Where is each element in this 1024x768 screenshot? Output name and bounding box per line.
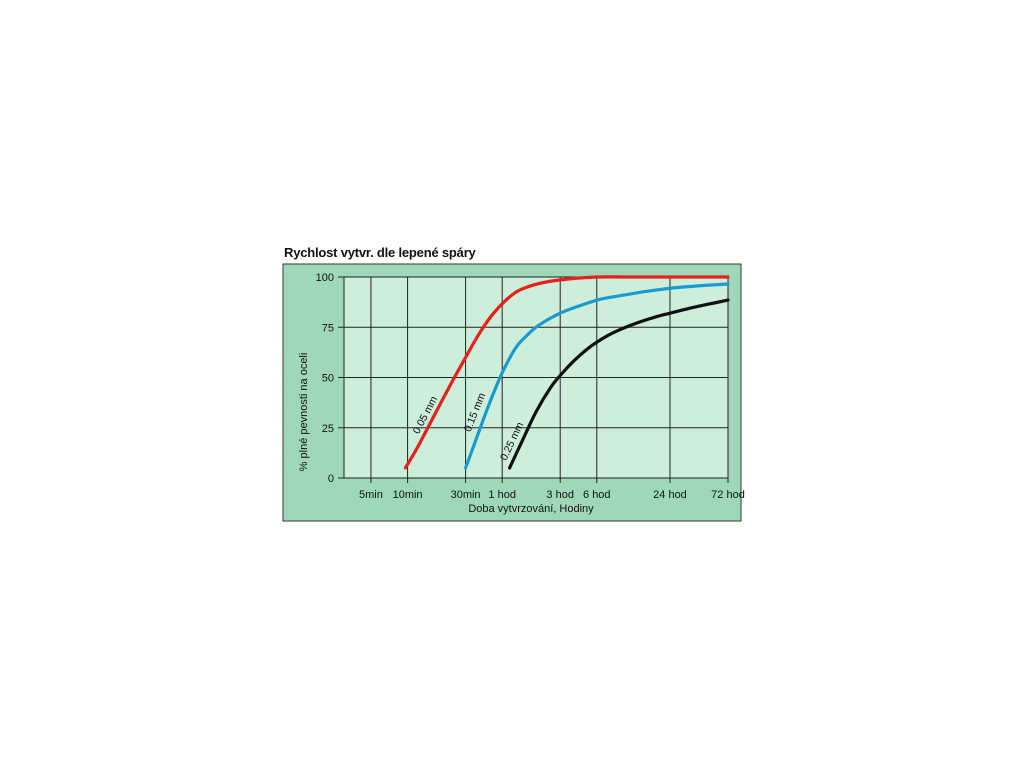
x-tick-label: 72 hod (711, 489, 745, 501)
y-tick-label: 75 (322, 322, 334, 334)
x-axis-ticks: 5min 10min 30min 1 hod 3 hod 6 hod 24 hod 72 ho… (359, 489, 745, 501)
y-axis-label: % plné pevnosti na oceli (298, 353, 310, 472)
x-tick-label: 1 hod (488, 489, 516, 501)
x-tick-label: 30min (451, 489, 481, 501)
x-tick-label: 24 hod (653, 489, 687, 501)
x-tick-label: 6 hod (583, 489, 611, 501)
series-line-0_05-mm (403, 275, 730, 470)
y-tick-label: 0 (328, 473, 334, 485)
x-axis-label: Doba vytvrzování, Hodiny (468, 503, 594, 515)
series-line-0_15-mm (464, 282, 730, 470)
series-line-0_25-mm (508, 298, 730, 470)
y-tick-label: 100 (316, 272, 334, 284)
x-tick-label: 10min (393, 489, 423, 501)
y-tick-label: 50 (322, 373, 334, 385)
chart-title: Rychlost vytvr. dle lepené spáry (284, 245, 476, 260)
grid-layer (338, 276, 729, 483)
x-tick-label: 3 hod (546, 489, 574, 501)
x-tick-label: 5min (359, 489, 383, 501)
series-layer (403, 275, 730, 470)
y-tick-label: 25 (322, 423, 334, 435)
y-axis-ticks: 0 25 50 75 100 (316, 272, 334, 485)
